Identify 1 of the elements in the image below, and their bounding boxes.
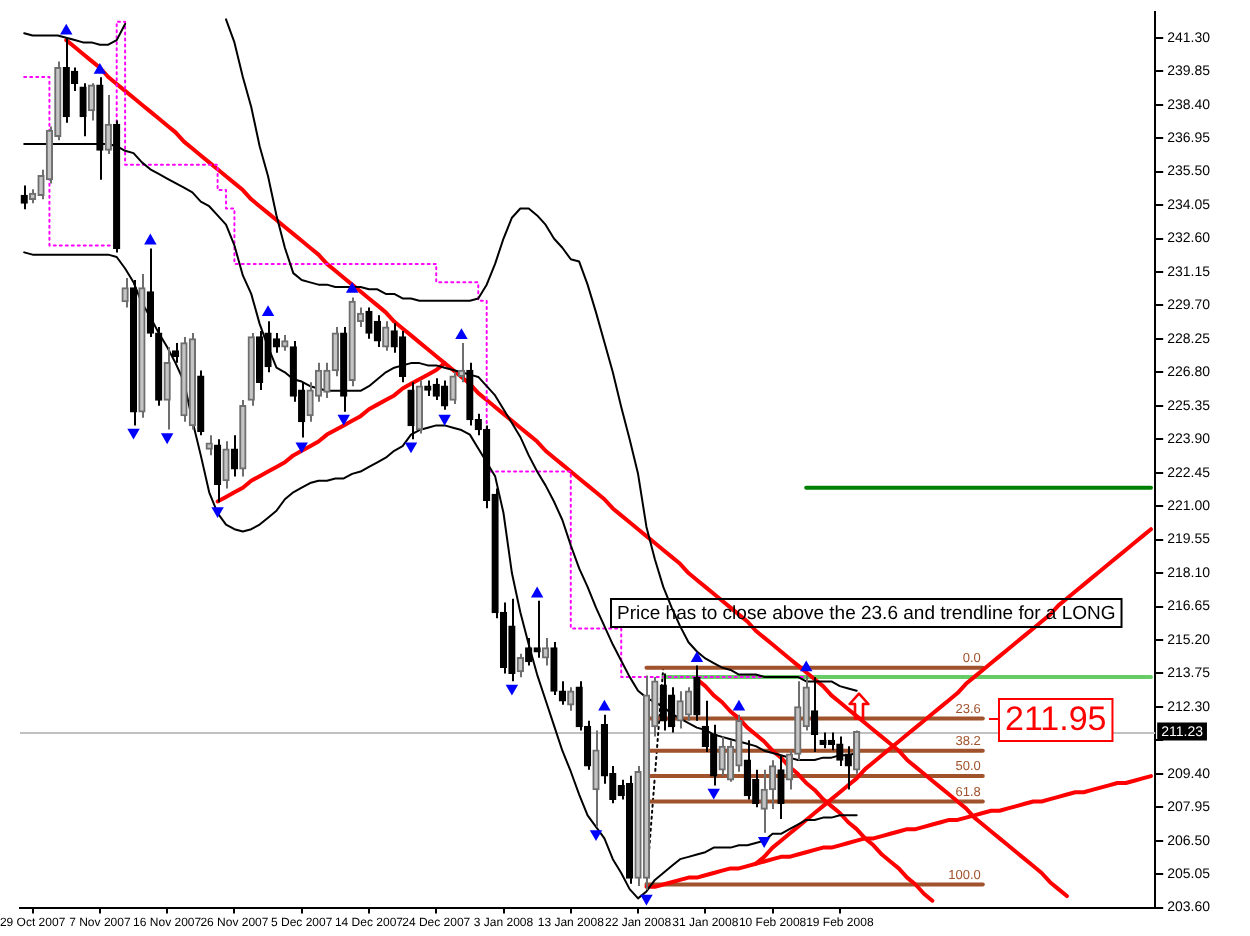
- annotation: 211.95: [1005, 700, 1107, 739]
